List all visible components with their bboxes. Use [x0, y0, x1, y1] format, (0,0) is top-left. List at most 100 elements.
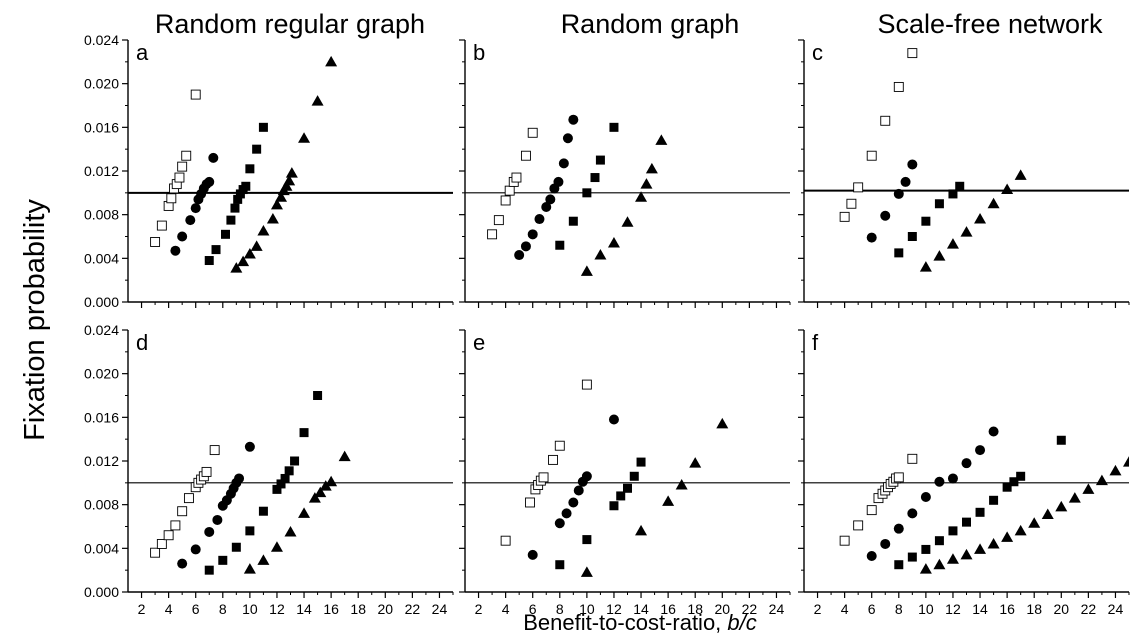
filled-circle-point	[568, 114, 579, 125]
x-tick-label: 10	[579, 601, 595, 617]
x-tick-label: 22	[1081, 601, 1097, 617]
panel-a: 0.000 0.004 0.008 0.012 0.016 0.020 0.024 a	[84, 32, 454, 310]
panel-label-d: d	[136, 330, 148, 355]
filled-square-point	[555, 560, 565, 570]
filled-circle-point	[907, 508, 918, 519]
filled-triangle-point	[266, 213, 279, 224]
x-tick-label: 22	[742, 601, 758, 617]
filled-circle-point	[947, 473, 958, 484]
filled-triangle-point	[237, 255, 250, 267]
panels: 0.000 0.004 0.008 0.012 0.016 0.020 0.024 a b c 0.…	[84, 32, 1130, 617]
filled-triangle-point	[960, 548, 973, 560]
open-square-point	[525, 497, 535, 508]
open-square-point	[527, 127, 538, 138]
x-tick-label: 24	[432, 601, 448, 617]
x-tick-label: 18	[350, 601, 366, 617]
filled-triangle-point	[1001, 183, 1014, 195]
filled-square-point	[921, 216, 931, 226]
filled-circle-point	[975, 445, 986, 456]
filled-triangle-point	[987, 197, 1000, 209]
filled-square-point	[299, 428, 309, 438]
filled-square-point	[211, 245, 221, 255]
filled-square-point	[616, 491, 626, 501]
filled-square-point	[233, 194, 243, 204]
x-tick-label: 10	[242, 601, 258, 617]
open-square-point	[511, 172, 522, 183]
open-square-point	[209, 445, 220, 456]
filled-triangle-point	[594, 249, 607, 260]
y-tick-label: 0.016	[84, 409, 119, 425]
filled-triangle-point	[1014, 169, 1027, 180]
filled-triangle-point	[1109, 464, 1122, 476]
filled-square-point	[595, 155, 605, 165]
x-tick-label: 20	[1054, 601, 1070, 617]
panel-f: 2 4 6 8 10 12 14 16 18 20 22 24f	[798, 329, 1130, 617]
filled-square-point	[989, 495, 999, 505]
column-title-scale-free-network: Scale-free network	[877, 9, 1103, 39]
open-square-point	[500, 195, 511, 206]
filled-circle-point	[893, 523, 904, 534]
filled-square-point	[609, 501, 619, 511]
filled-triangle-point	[946, 553, 959, 564]
filled-square-point	[245, 526, 255, 536]
filled-circle-point	[608, 414, 619, 425]
x-tick-label: 14	[633, 601, 649, 617]
y-tick-label: 0.012	[84, 453, 119, 469]
filled-triangle-point	[325, 55, 338, 67]
x-axis-label-italic: b/c	[727, 610, 756, 635]
filled-square-point	[221, 229, 230, 239]
filled-circle-point	[185, 215, 196, 226]
filled-triangle-point	[243, 563, 256, 574]
filled-circle-point	[204, 526, 215, 537]
open-square-point	[163, 530, 174, 541]
filled-circle-point	[934, 476, 945, 487]
filled-square-point	[1016, 471, 1026, 481]
filled-square-point	[894, 248, 904, 258]
filled-triangle-point	[645, 162, 658, 174]
open-square-point	[866, 150, 877, 161]
filled-triangle-point	[974, 213, 987, 224]
filled-square-point	[948, 526, 958, 536]
x-tick-label: 18	[687, 601, 703, 617]
filled-circle-point	[961, 458, 972, 469]
filled-triangle-point	[946, 238, 959, 249]
filled-triangle-point	[640, 178, 653, 189]
x-tick-label: 16	[999, 601, 1015, 617]
filled-triangle-point	[250, 240, 263, 251]
open-square-point	[866, 505, 877, 516]
open-square-point	[177, 161, 188, 172]
filled-circle-point	[988, 426, 999, 437]
panel-e: 2 4 6 8 10 12 14 16 18 20 22 24e	[459, 329, 791, 617]
data-points	[150, 391, 351, 575]
filled-circle-point	[527, 229, 538, 240]
filled-triangle-point	[933, 250, 946, 261]
x-tick-label: 8	[219, 601, 227, 617]
open-square-point	[181, 150, 192, 161]
filled-circle-point	[244, 441, 255, 452]
filled-square-point	[290, 456, 300, 466]
filled-square-point	[1056, 435, 1066, 445]
filled-square-point	[280, 473, 290, 483]
y-tick-label: 0.016	[84, 119, 119, 135]
filled-circle-point	[190, 203, 201, 214]
filled-circle-point	[866, 232, 877, 243]
filled-square-point	[313, 391, 323, 400]
panel-c: c	[798, 39, 1130, 308]
y-tick-label: 0.024	[84, 32, 119, 48]
data-points	[500, 379, 729, 577]
filled-circle-point	[520, 241, 531, 252]
x-tick-label: 12	[269, 601, 285, 617]
x-axis-label: Benefit-to-cost-ratio, b/c	[523, 610, 757, 635]
open-square-point	[554, 440, 565, 451]
open-square-point	[853, 182, 864, 193]
filled-square-point	[623, 483, 632, 493]
filled-square-point	[276, 479, 286, 489]
y-tick-label: 0.004	[84, 540, 119, 556]
filled-circle-point	[514, 250, 525, 261]
open-square-point	[177, 506, 188, 517]
open-square-point	[893, 81, 904, 92]
filled-triangle-point	[974, 543, 987, 554]
x-tick-label: 24	[769, 601, 785, 617]
open-square-point	[190, 89, 201, 100]
